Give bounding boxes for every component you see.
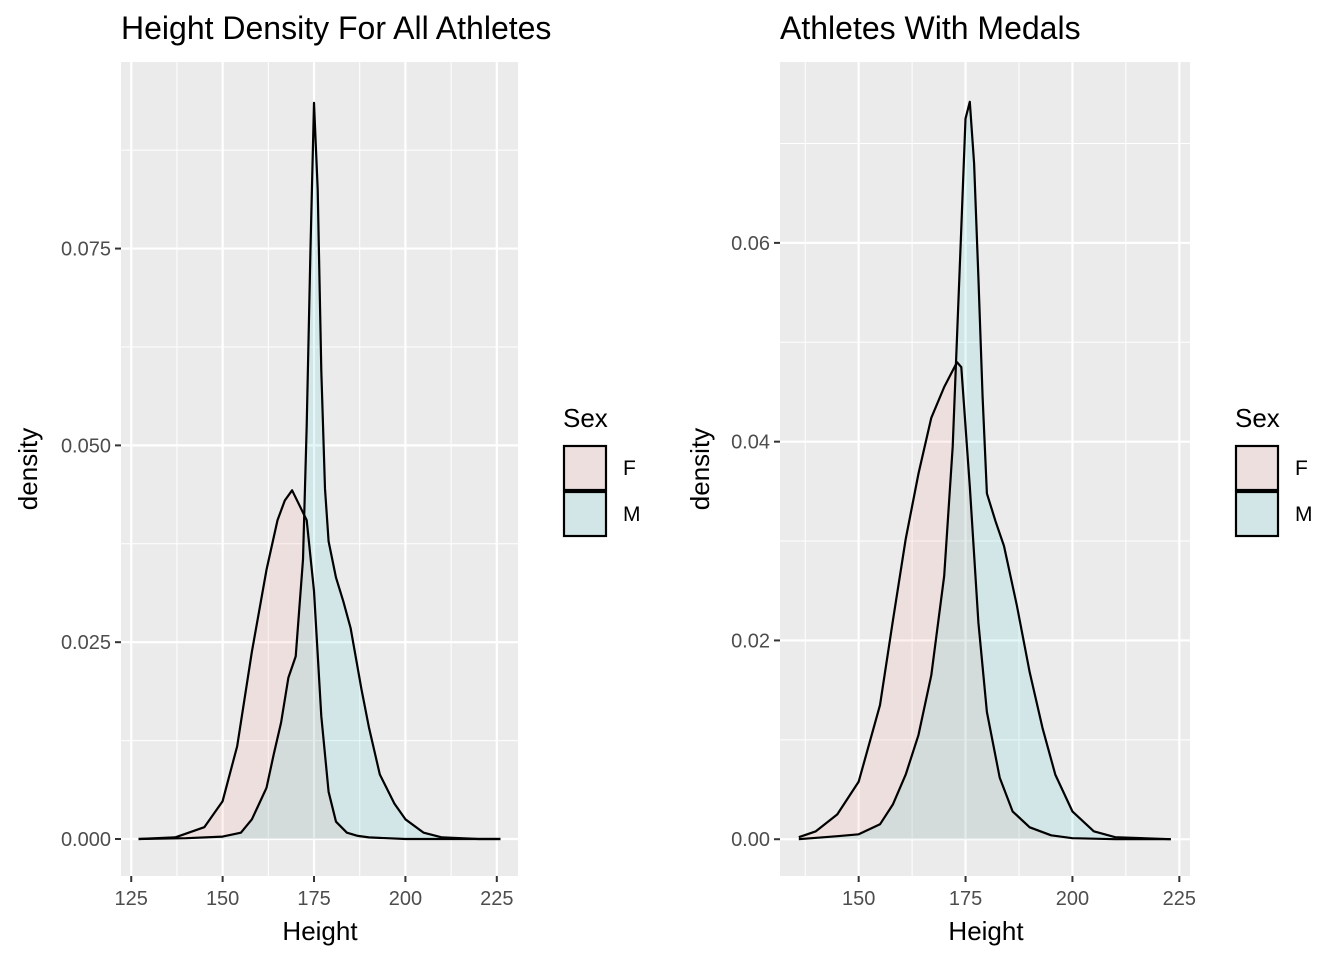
legend-key-bg xyxy=(564,446,606,490)
legend: Sex FM xyxy=(1234,403,1313,538)
legend-swatch-M xyxy=(562,490,608,538)
y-tick-label: 0.050 xyxy=(61,435,111,457)
y-axis-title: density xyxy=(13,428,43,510)
legend-key-bg xyxy=(1236,446,1278,490)
chart-panel-2: 150 175 200 225 0.00 0.02 0.04 0.06 Athletes Wit… xyxy=(685,10,1313,946)
legend-swatch-M xyxy=(1234,490,1280,538)
y-tick-label: 0.02 xyxy=(731,630,770,652)
density-line-F xyxy=(798,361,1171,841)
legend-label-F: F xyxy=(623,457,636,480)
legend-title: Sex xyxy=(1235,403,1280,433)
y-tick-label: 0.000 xyxy=(61,829,111,851)
density-area-F xyxy=(798,362,1171,840)
legend-key-bg xyxy=(564,492,606,536)
density-line-M xyxy=(798,100,1171,841)
x-axis-title: Height xyxy=(948,916,1024,946)
y-tick-label: 0.06 xyxy=(731,233,770,255)
x-tick-label: 175 xyxy=(949,888,982,910)
density-line-M xyxy=(138,101,501,841)
chart-title: Height Density For All Athletes xyxy=(121,10,551,46)
legend-key-bg xyxy=(1236,492,1278,536)
density-area-M xyxy=(138,102,501,839)
legend: Sex FM xyxy=(562,403,641,538)
x-axis-title: Height xyxy=(282,916,358,946)
x-tick-label: 200 xyxy=(389,888,422,910)
density-line-F xyxy=(138,489,501,841)
x-tick-label: 150 xyxy=(206,888,239,910)
y-tick-label: 0.025 xyxy=(61,632,111,654)
y-tick-label: 0.075 xyxy=(61,239,111,261)
legend-label-M: M xyxy=(623,503,641,526)
legend-swatch-F xyxy=(562,444,608,492)
density-area-F xyxy=(138,490,501,839)
legend-label-F: F xyxy=(1295,457,1308,480)
y-axis-title: density xyxy=(685,428,715,510)
legend-title: Sex xyxy=(563,403,608,433)
y-tick-label: 0.04 xyxy=(731,432,770,454)
x-tick-label: 175 xyxy=(297,888,330,910)
x-tick-label: 125 xyxy=(115,888,148,910)
chart-panel-1: 125 150 175 200 225 0.000 0.025 0.050 0.075 Heigh… xyxy=(13,10,641,946)
chart-title: Athletes With Medals xyxy=(780,10,1081,46)
legend-label-M: M xyxy=(1295,503,1313,526)
y-tick-label: 0.00 xyxy=(731,829,770,851)
legend-swatch-F xyxy=(1234,444,1280,492)
x-tick-label: 200 xyxy=(1056,888,1089,910)
x-tick-label: 225 xyxy=(480,888,513,910)
x-tick-label: 225 xyxy=(1163,888,1196,910)
x-tick-label: 150 xyxy=(842,888,875,910)
